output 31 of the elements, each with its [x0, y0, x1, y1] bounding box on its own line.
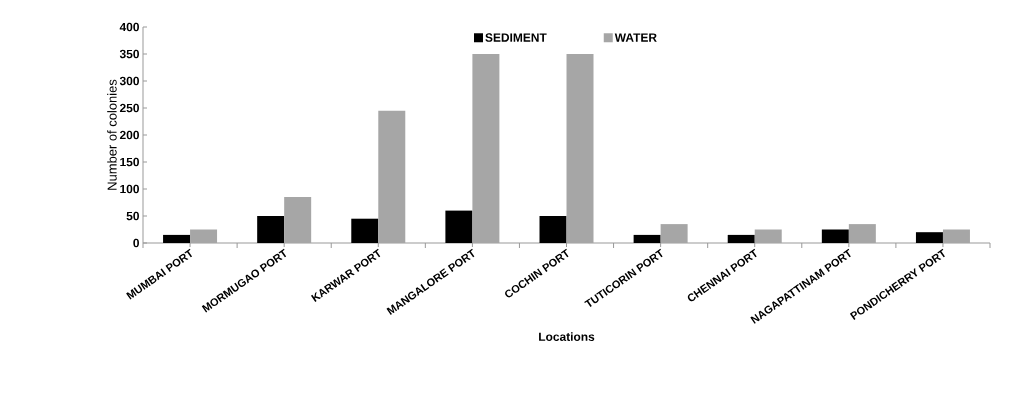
- bar: [821, 229, 849, 243]
- y-tick-label: 50: [126, 211, 139, 221]
- bar: [915, 232, 943, 243]
- x-axis-title: Locations: [539, 332, 595, 341]
- y-tick-label: 0: [133, 238, 139, 248]
- y-tick-label: 350: [119, 49, 139, 59]
- bar: [445, 210, 473, 243]
- bar: [754, 229, 782, 243]
- bar: [660, 224, 688, 243]
- legend-label: WATER: [614, 33, 657, 42]
- bar: [472, 54, 500, 243]
- bar: [942, 229, 970, 243]
- y-tick-label: 250: [119, 103, 139, 113]
- legend-label: SEDIMENT: [485, 33, 547, 42]
- bar: [633, 234, 661, 243]
- bar: [351, 218, 379, 243]
- bar: [163, 234, 191, 243]
- bar: [566, 54, 594, 243]
- bar: [848, 224, 876, 243]
- y-tick-label: 300: [119, 76, 139, 86]
- y-tick-label: 400: [119, 22, 139, 32]
- y-tick-label: 100: [120, 184, 139, 194]
- bar: [284, 197, 312, 243]
- y-tick-label: 200: [119, 130, 139, 140]
- bar: [190, 229, 218, 243]
- bar: [257, 216, 285, 243]
- bar: [727, 234, 755, 243]
- y-axis-title: Number of colonies: [107, 79, 117, 190]
- y-tick-label: 150: [120, 157, 139, 167]
- bar: [378, 110, 406, 243]
- bar: [539, 216, 567, 243]
